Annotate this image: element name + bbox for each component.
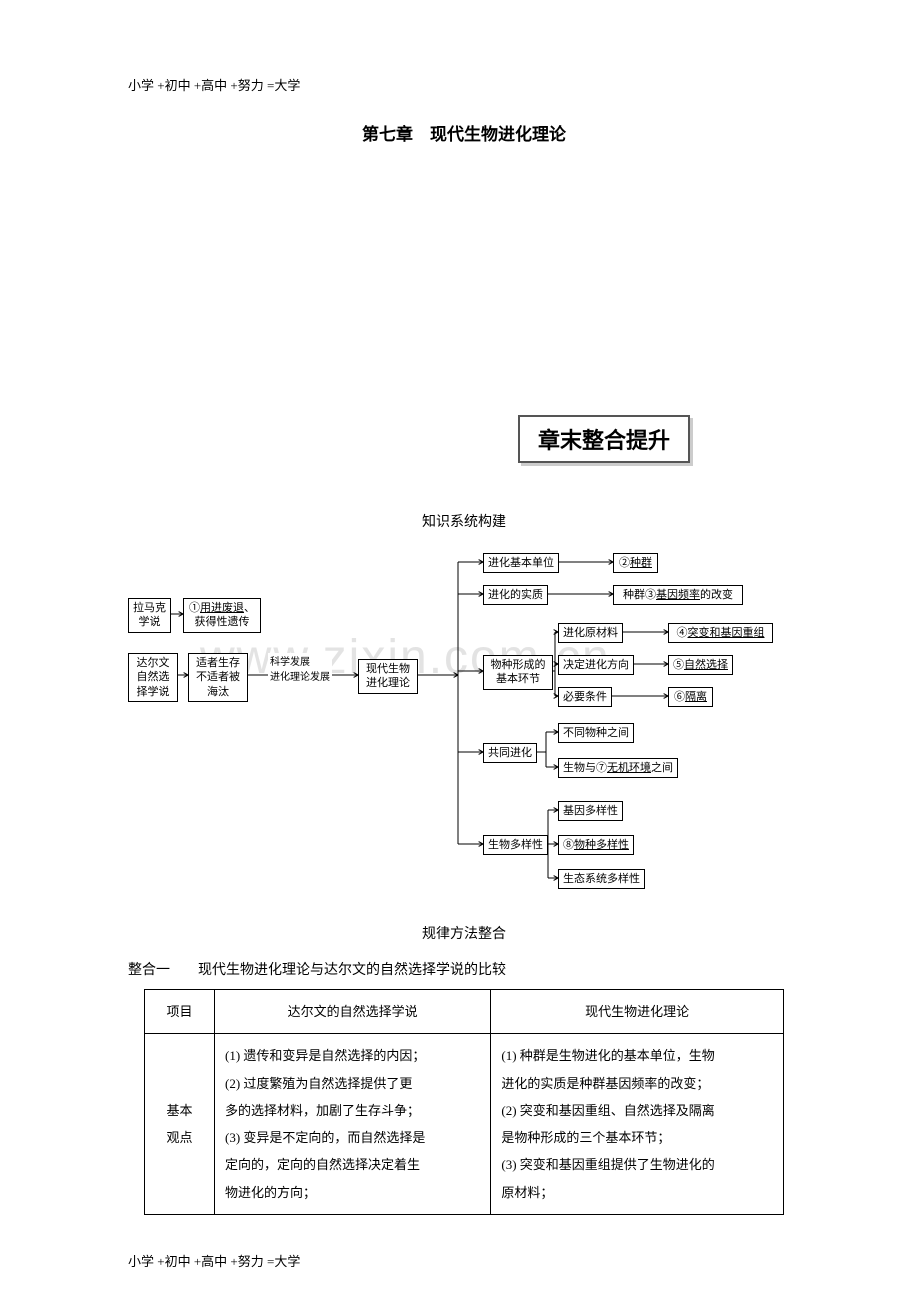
diagram-node: 共同进化 (483, 743, 537, 763)
diagram-node: ⑤自然选择 (668, 655, 733, 675)
diagram-node: 不同物种之间 (558, 723, 634, 743)
diagram-node: 进化的实质 (483, 585, 548, 605)
diagram-node: 适者生存不适者被海汰 (188, 653, 248, 702)
diagram-node: 种群③基因频率的改变 (613, 585, 743, 605)
page-header: 小学 +初中 +高中 +努力 =大学 (128, 75, 800, 94)
diagram-label: 科学发展进化理论发展 (268, 653, 332, 683)
page-footer: 小学 +初中 +高中 +努力 =大学 (128, 1251, 800, 1270)
diagram-node: 拉马克学说 (128, 598, 171, 633)
table-header-col2: 现代生物进化理论 (491, 990, 784, 1034)
concept-diagram: 拉马克学说 ①用进废退、获得性遗传达尔文自然选择学说适者生存不适者被海汰 现代生物进… (128, 543, 808, 903)
diagram-node: ①用进废退、获得性遗传 (183, 598, 261, 633)
diagram-node: ②种群 (613, 553, 658, 573)
diagram-node: 物种形成的基本环节 (483, 655, 553, 690)
diagram-node: ④突变和基因重组 (668, 623, 773, 643)
diagram-node: 必要条件 (558, 687, 612, 707)
diagram-node: ⑧物种多样性 (558, 835, 634, 855)
diagram-node: 现代生物进化理论 (358, 659, 418, 694)
table-header-col1: 达尔文的自然选择学说 (215, 990, 491, 1034)
diagram-node: 达尔文自然选择学说 (128, 653, 178, 702)
diagram-node: 基因多样性 (558, 801, 623, 821)
integration-heading: 整合一 现代生物进化理论与达尔文的自然选择学说的比较 (128, 959, 800, 979)
comparison-table: 项目 达尔文的自然选择学说 现代生物进化理论 基本观点 (1) 遗传和变异是自然… (144, 989, 784, 1215)
diagram-node: 进化基本单位 (483, 553, 559, 573)
diagram-node: 生物多样性 (483, 835, 548, 855)
diagram-node: 生态系统多样性 (558, 869, 645, 889)
table-cell-modern: (1) 种群是生物进化的基本单位，生物进化的实质是种群基因频率的改变；(2) 突… (491, 1034, 784, 1215)
diagram-node: 决定进化方向 (558, 655, 634, 675)
diagram-node: 进化原材料 (558, 623, 623, 643)
diagram-node: ⑥隔离 (668, 687, 713, 707)
diagram-node: 生物与⑦无机环境之间 (558, 758, 678, 778)
section-banner: 章末整合提升 (518, 415, 690, 463)
chapter-title: 第七章 现代生物进化理论 (128, 120, 800, 145)
table-row-label: 基本观点 (145, 1034, 215, 1215)
subtitle-knowledge: 知识系统构建 (128, 511, 800, 531)
subtitle-methods: 规律方法整合 (128, 923, 800, 943)
table-cell-darwin: (1) 遗传和变异是自然选择的内因；(2) 过度繁殖为自然选择提供了更多的选择材… (215, 1034, 491, 1215)
table-header-col0: 项目 (145, 990, 215, 1034)
